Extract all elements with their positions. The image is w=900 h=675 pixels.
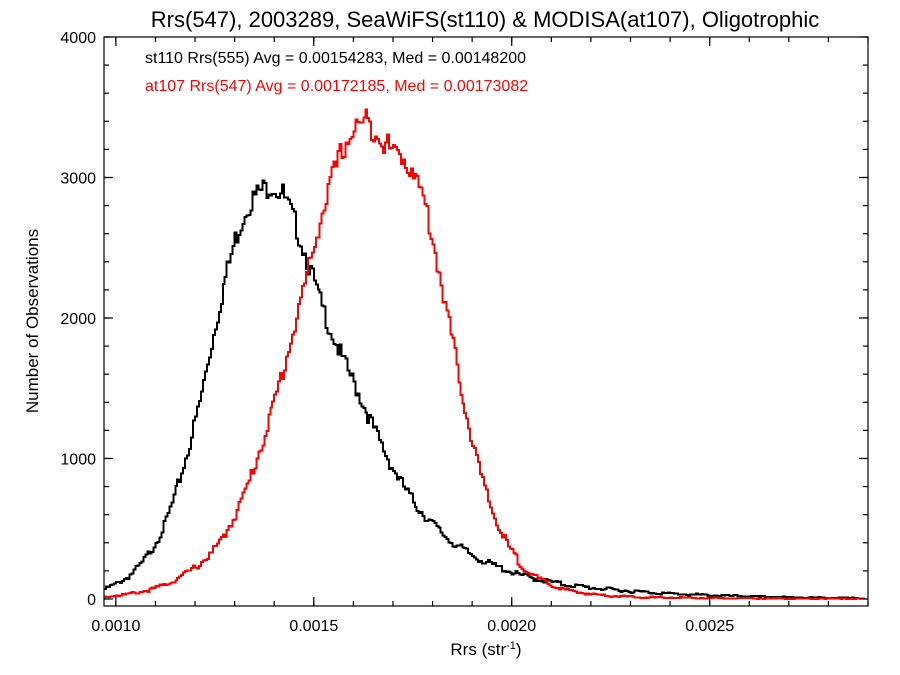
y-tick-label: 2000	[60, 311, 96, 328]
x-axis-label: Rrs (str-1)	[450, 640, 521, 659]
y-axis-label: Number of Observations	[23, 229, 42, 413]
annotation-st110: st110 Rrs(555) Avg = 0.00154283, Med = 0…	[145, 50, 526, 67]
x-axis-label-end: )	[516, 640, 522, 659]
x-tick-label: 0.0025	[685, 618, 734, 635]
series-line-0	[104, 179, 866, 600]
y-axis: 0 1000 2000 3000 4000	[60, 30, 868, 609]
series-layer	[104, 108, 866, 600]
plot-frame	[103, 36, 869, 607]
x-tick-label: 0.0020	[487, 618, 536, 635]
x-axis: 0.0010 0.0015 0.0020 0.0025	[91, 37, 869, 635]
annotation-at107: at107 Rrs(547) Avg = 0.00172185, Med = 0…	[145, 78, 528, 95]
x-axis-label-main: Rrs (str	[450, 640, 506, 659]
x-tick-label: 0.0010	[91, 618, 140, 635]
chart-title: Rrs(547), 2003289, SeaWiFS(st110) & MODI…	[151, 7, 819, 32]
x-axis-label-sup: -1	[506, 640, 516, 652]
series-line-1	[104, 108, 866, 600]
y-tick-label: 3000	[60, 170, 96, 187]
y-tick-label: 0	[87, 592, 96, 609]
y-tick-label: 1000	[60, 451, 96, 468]
y-tick-label: 4000	[60, 30, 96, 47]
x-tick-label: 0.0015	[289, 618, 338, 635]
